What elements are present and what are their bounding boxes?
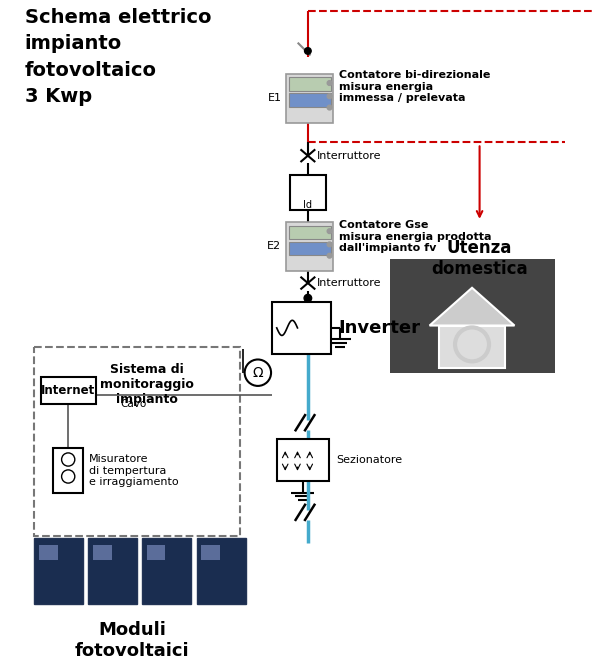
Bar: [289, 242, 331, 255]
Text: Id: Id: [303, 200, 312, 210]
Bar: [53, 448, 83, 494]
Text: Utenza
domestica: Utenza domestica: [431, 239, 528, 277]
Bar: [197, 538, 246, 604]
Circle shape: [304, 48, 311, 54]
Text: Cavo: Cavo: [120, 399, 147, 409]
Text: Interruttore: Interruttore: [317, 278, 382, 288]
Bar: [272, 302, 331, 354]
Bar: [201, 545, 220, 560]
Text: E2: E2: [268, 242, 282, 251]
Text: Internet: Internet: [41, 384, 95, 397]
Text: Moduli
fotovoltaici: Moduli fotovoltaici: [75, 621, 189, 659]
Circle shape: [304, 294, 312, 302]
Bar: [88, 538, 137, 604]
Polygon shape: [430, 288, 514, 325]
Bar: [34, 538, 83, 604]
Text: Interruttore: Interruttore: [317, 150, 382, 160]
Text: Sistema di
monitoraggio
impianto: Sistema di monitoraggio impianto: [100, 364, 194, 407]
Circle shape: [327, 229, 332, 234]
Circle shape: [327, 94, 332, 98]
Circle shape: [327, 242, 332, 247]
Bar: [39, 545, 58, 560]
Text: Ω: Ω: [252, 366, 263, 380]
Text: E1: E1: [268, 93, 282, 103]
Bar: [390, 259, 555, 373]
Bar: [286, 74, 334, 123]
Bar: [277, 439, 329, 481]
Bar: [439, 325, 505, 368]
Circle shape: [327, 81, 332, 85]
Bar: [289, 94, 331, 107]
Bar: [290, 174, 326, 211]
Text: Contatore Gse
misura energia prodotta
dall'impianto fv: Contatore Gse misura energia prodotta da…: [339, 220, 491, 253]
Bar: [289, 77, 331, 90]
Bar: [147, 545, 166, 560]
Text: Sezionatore: Sezionatore: [336, 455, 402, 465]
Circle shape: [327, 105, 332, 110]
Bar: [41, 378, 95, 404]
Bar: [289, 226, 331, 239]
Bar: [142, 538, 191, 604]
Circle shape: [327, 253, 332, 258]
Text: Inverter: Inverter: [338, 319, 420, 337]
Bar: [93, 545, 112, 560]
Text: Contatore bi-direzionale
misura energia
immessa / prelevata: Contatore bi-direzionale misura energia …: [339, 70, 491, 104]
Text: Schema elettrico
impianto
fotovoltaico
3 Kwp: Schema elettrico impianto fotovoltaico 3…: [25, 7, 211, 106]
Bar: [286, 222, 334, 271]
Bar: [34, 347, 240, 536]
Text: Misuratore
di tempertura
e irraggiamento: Misuratore di tempertura e irraggiamento: [89, 454, 178, 488]
